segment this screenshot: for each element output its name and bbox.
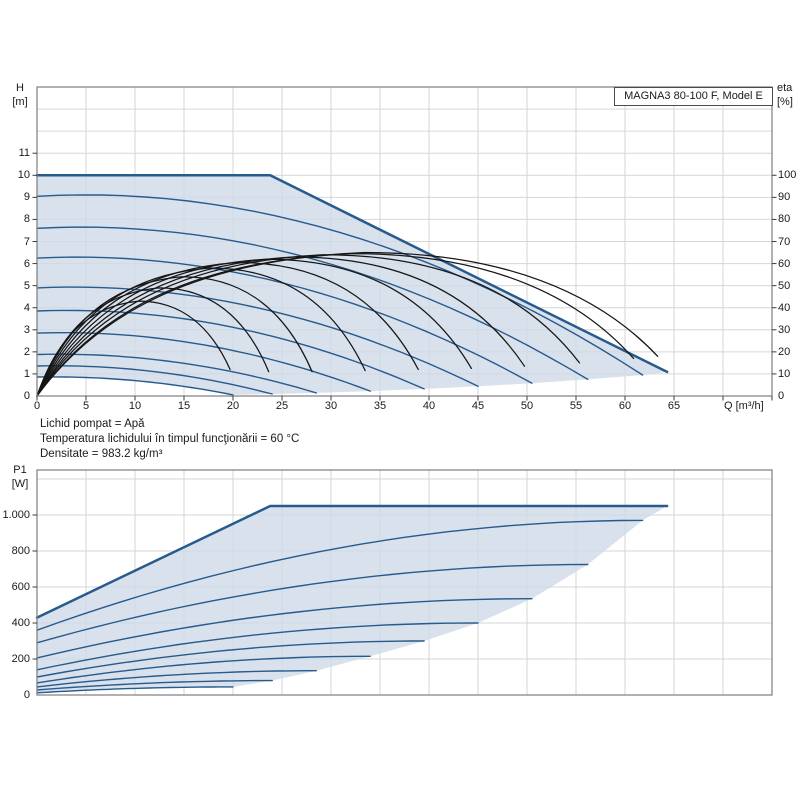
bottom-plot-border <box>36 469 773 696</box>
eta-curve-speed-8 <box>36 254 581 397</box>
pump-curve-speed-8 <box>36 226 589 381</box>
pump-model-title-box: MAGNA3 80-100 F, Model E <box>614 87 773 106</box>
head-axis-name: H <box>16 82 24 94</box>
power-curve-speed-9 <box>36 519 644 631</box>
eta-curve-speed-4 <box>36 267 366 397</box>
power-axis-name: P1 <box>13 464 27 476</box>
pump-curve-speed-min <box>36 376 234 396</box>
power-axis-title: P1 [W] <box>6 463 34 491</box>
power-curve-speed-6 <box>36 622 479 671</box>
eta-curve-speed-7 <box>36 256 526 397</box>
power-curve-speed-2 <box>36 679 273 691</box>
power-curve-speed-8 <box>36 563 589 644</box>
power-duty-envelope-fill <box>37 506 668 693</box>
power-curve-speed-3 <box>36 670 317 688</box>
info-line-liquid: Lichid pompat = Apă <box>40 418 145 430</box>
pump-curve-speed-max <box>35 174 669 374</box>
power-curve-speed-7 <box>36 598 533 659</box>
head-axis-title: H [m] <box>6 81 34 109</box>
pump-curve-speed-6 <box>36 286 479 387</box>
head-axis-unit: [m] <box>12 96 28 108</box>
power-curve-speed-max <box>35 504 669 619</box>
eta-curve-speed-6 <box>36 258 473 397</box>
power-curve-speed-min <box>36 686 234 694</box>
power-curve-speed-5 <box>36 640 425 678</box>
head-duty-envelope-fill <box>37 175 668 395</box>
eta-curve-speed-min <box>36 300 231 397</box>
eta-axis-name: eta <box>777 82 793 94</box>
eta-curve-speed-5 <box>36 261 419 397</box>
flow-axis-label: Q [m³/h] <box>724 400 764 412</box>
liquid-info-block: Lichid pompat = Apă Temperatura lichidul… <box>40 417 299 462</box>
pump-curve-speed-3 <box>36 353 317 394</box>
eta-curve-speed-max <box>36 251 659 397</box>
power-axis-unit: [W] <box>11 478 29 490</box>
pump-curve-speed-2 <box>36 365 273 395</box>
pump-curve-speed-9 <box>36 194 644 376</box>
power-curve-speed-4 <box>36 655 371 684</box>
eta-curve-speed-9 <box>36 252 635 397</box>
info-line-temperature: Temperatura lichidului în timpul funcţio… <box>40 433 300 445</box>
info-line-density: Densitate = 983.2 kg/m³ <box>40 448 163 460</box>
eta-axis-title: eta [%] <box>777 81 793 109</box>
eta-axis-unit: [%] <box>777 96 793 108</box>
